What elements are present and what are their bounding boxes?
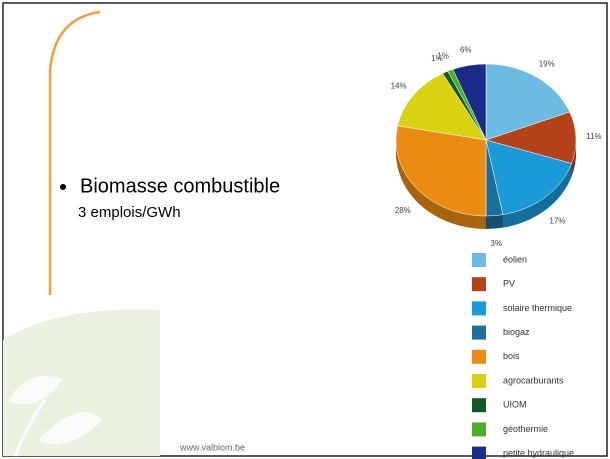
legend-label: biogaz (503, 327, 530, 337)
decor-leaf (7, 376, 103, 457)
pie-slice (395, 125, 487, 217)
data-label: 28% (395, 206, 411, 215)
data-label: 3% (490, 239, 502, 248)
footer: www.valbiom.be (179, 442, 245, 452)
legend-label: solaire thermique (503, 303, 572, 313)
legend-label: petite hydraulique (503, 448, 574, 458)
data-label: 1% (431, 54, 443, 63)
data-label: 11% (586, 132, 601, 141)
data-label: 17% (549, 217, 565, 226)
sub-text: 3 emplois/GWh (78, 204, 181, 221)
legend-swatch (472, 422, 486, 437)
legend-label: UIOM (503, 400, 527, 410)
data-label: 14% (391, 82, 407, 91)
legend-swatch (472, 349, 486, 364)
legend-label: géothermie (503, 424, 548, 434)
legend-swatch (472, 398, 486, 413)
legend-swatch (472, 325, 486, 340)
legend-label: bois (503, 351, 520, 361)
legend-label: agrocarburants (503, 375, 564, 385)
legend-swatch (472, 301, 486, 316)
pie-slice (397, 73, 487, 141)
data-label: 19% (539, 60, 555, 69)
pie-slice (485, 139, 572, 215)
legend-swatch (472, 446, 486, 459)
legend-label: PV (503, 279, 515, 289)
data-label: 6% (460, 46, 472, 55)
legend-swatch (472, 253, 486, 267)
bullet-text: Biomasse combustible (80, 175, 280, 197)
pie-slice (452, 63, 487, 141)
legend-swatch (472, 277, 486, 292)
data-label: 1% (437, 51, 449, 60)
pie-slice (485, 63, 571, 141)
legend-label: éolien (503, 254, 527, 264)
decor-leaf-bg (3, 309, 160, 456)
accent-line (48, 10, 101, 295)
legend-swatch (472, 374, 486, 388)
bullet-dot (60, 184, 66, 190)
